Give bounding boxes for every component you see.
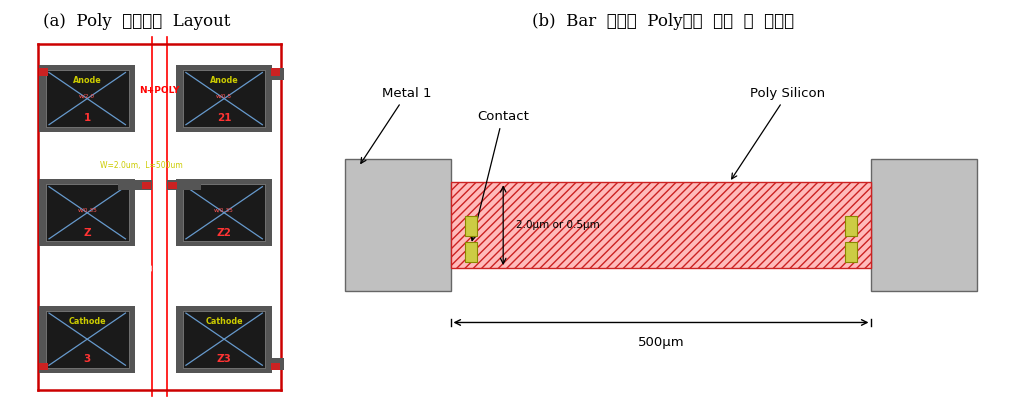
Bar xyxy=(465,216,477,236)
Text: w/0.35: w/0.35 xyxy=(214,207,234,212)
Text: Z2: Z2 xyxy=(217,228,232,238)
Text: 500μm: 500μm xyxy=(637,336,685,349)
Text: W=0.5um,  L=500um: W=0.5um, L=500um xyxy=(82,265,165,274)
Text: w/2.0: w/2.0 xyxy=(79,93,95,98)
Text: 1: 1 xyxy=(84,113,91,123)
Bar xyxy=(142,181,151,189)
Text: w/0.35: w/0.35 xyxy=(77,207,97,212)
Bar xyxy=(182,184,265,241)
Text: 21: 21 xyxy=(217,113,231,123)
Text: N+POLY: N+POLY xyxy=(140,86,179,95)
Bar xyxy=(40,65,135,132)
Bar xyxy=(44,68,69,80)
Bar xyxy=(40,306,135,373)
Bar xyxy=(38,68,48,76)
Bar xyxy=(451,182,871,268)
Text: Poly Silicon: Poly Silicon xyxy=(731,87,826,179)
Text: w/0.5: w/0.5 xyxy=(216,93,232,98)
Text: Cathode: Cathode xyxy=(69,317,106,326)
Bar xyxy=(271,68,281,76)
Bar xyxy=(465,242,477,262)
Bar xyxy=(257,357,284,370)
Text: Z: Z xyxy=(83,228,91,238)
Bar xyxy=(871,159,977,291)
Bar xyxy=(176,306,271,373)
Text: Cathode: Cathode xyxy=(206,317,243,326)
Bar xyxy=(257,68,284,80)
Text: 3: 3 xyxy=(84,354,91,364)
Text: Anode: Anode xyxy=(73,76,101,85)
Bar xyxy=(176,179,271,246)
Bar xyxy=(46,311,129,368)
Bar xyxy=(168,181,177,189)
Bar xyxy=(176,65,271,132)
Bar xyxy=(271,363,281,370)
Text: Anode: Anode xyxy=(210,76,238,85)
Text: (b)  Bar  형태의  Poly저항  설계  및  모식도: (b) Bar 형태의 Poly저항 설계 및 모식도 xyxy=(533,13,794,30)
Bar xyxy=(167,180,201,190)
Bar xyxy=(38,363,48,370)
Bar xyxy=(40,179,135,246)
Text: W=2.0um,  L=500um: W=2.0um, L=500um xyxy=(100,161,183,171)
Bar xyxy=(44,357,69,370)
Text: 2.0μm or 0.5μm: 2.0μm or 0.5μm xyxy=(517,220,600,230)
Bar xyxy=(345,159,451,291)
Text: Metal 1: Metal 1 xyxy=(361,87,432,163)
Bar xyxy=(182,70,265,127)
Bar xyxy=(845,242,857,262)
Bar xyxy=(46,70,129,127)
Bar xyxy=(845,216,857,236)
Bar xyxy=(182,311,265,368)
Text: Z3: Z3 xyxy=(217,354,232,364)
Text: Contact: Contact xyxy=(471,110,529,241)
Bar xyxy=(119,180,152,190)
Text: (a)  Poly  저항평가  Layout: (a) Poly 저항평가 Layout xyxy=(44,13,230,30)
Bar xyxy=(46,184,129,241)
